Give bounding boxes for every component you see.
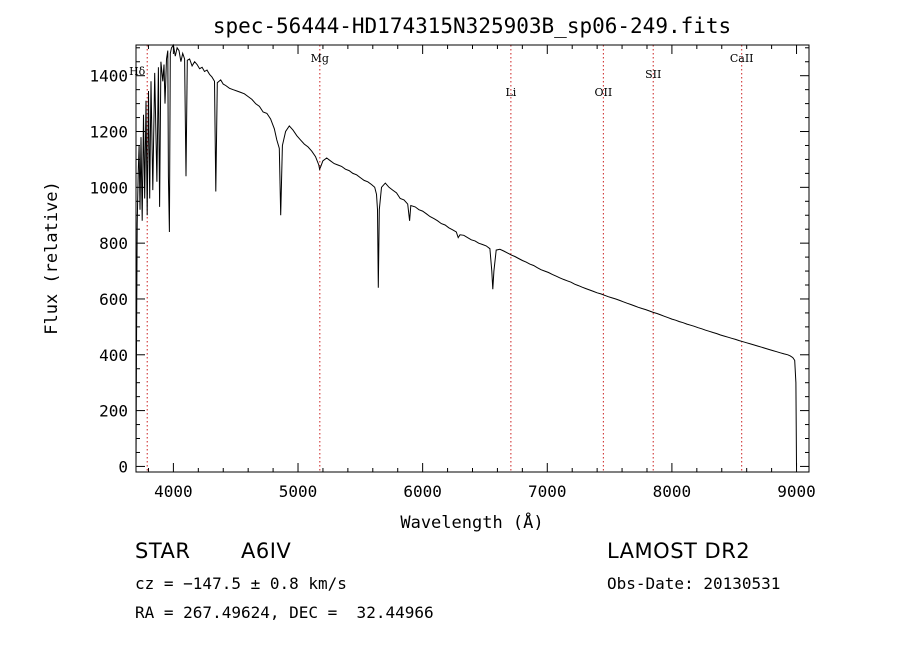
spectral-line-markers: Hδ Mg Li OII SII CaII (129, 45, 754, 472)
object-type: STAR (135, 539, 191, 563)
y-tick-label-1: 200 (99, 402, 128, 421)
x-axis-title: Wavelength (Å) (400, 511, 543, 533)
redshift-line: cz = −147.5 ± 0.8 km/s (135, 574, 347, 593)
x-tick-label-3: 7000 (528, 482, 567, 501)
y-tick-label-3: 600 (99, 290, 128, 309)
x-axis: 4000 5000 6000 7000 8000 9000 (147, 45, 816, 501)
y-axis-title: Flux (relative) (42, 181, 62, 335)
spectrum-chart: spec-56444-HD174315N325903B_sp06-249.fit… (42, 14, 816, 533)
observation-date: Obs-Date: 20130531 (607, 574, 781, 593)
x-tick-label-0: 4000 (154, 482, 193, 501)
marker-label-5: CaII (730, 52, 754, 65)
chart-title: spec-56444-HD174315N325903B_sp06-249.fit… (213, 14, 731, 38)
survey-name: LAMOST DR2 (607, 539, 751, 563)
spectrum-series-line (135, 43, 797, 467)
coordinates-line: RA = 267.49624, DEC = 32.44966 (135, 603, 434, 622)
marker-label-1: Mg (311, 52, 329, 65)
plot-frame (135, 44, 810, 473)
x-tick-label-1: 5000 (279, 482, 318, 501)
spectral-class: A6IV (241, 539, 292, 563)
y-tick-label-5: 1000 (89, 178, 128, 197)
x-tick-label-5: 9000 (777, 482, 816, 501)
y-tick-label-7: 1400 (89, 67, 128, 86)
marker-label-3: OII (595, 86, 613, 99)
y-tick-label-6: 1200 (89, 123, 128, 142)
x-tick-label-2: 6000 (403, 482, 442, 501)
x-tick-label-4: 8000 (653, 482, 692, 501)
marker-label-0: Hδ (129, 65, 146, 78)
y-tick-label-0: 0 (118, 457, 128, 476)
y-tick-label-4: 800 (99, 234, 128, 253)
marker-label-2: Li (505, 86, 516, 99)
y-axis: 0 200 400 600 800 1000 1200 1400 (89, 47, 809, 476)
y-tick-label-2: 400 (99, 346, 128, 365)
marker-label-4: SII (645, 68, 661, 81)
